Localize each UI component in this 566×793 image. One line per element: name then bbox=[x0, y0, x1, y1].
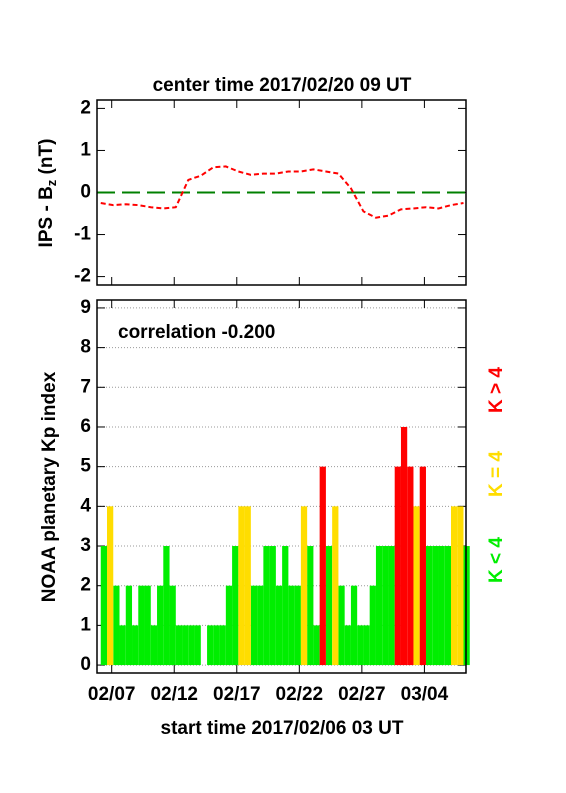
x-tick-label: 03/04 bbox=[401, 684, 449, 705]
legend-entry: K > 4 bbox=[486, 367, 507, 413]
bar bbox=[338, 585, 345, 666]
annotation: correlation -0.200 bbox=[118, 322, 275, 343]
y-tick-label: 9 bbox=[80, 297, 91, 318]
y-tick-label: -2 bbox=[74, 266, 91, 287]
x-axis-label: start time 2017/02/06 03 UT bbox=[161, 718, 404, 739]
bar bbox=[150, 625, 158, 666]
bar bbox=[288, 585, 295, 666]
y-tick-label: 0 bbox=[80, 654, 91, 675]
legend-entry: K = 4 bbox=[486, 451, 507, 497]
chart-title: center time 2017/02/20 09 UT bbox=[153, 75, 412, 96]
bar bbox=[238, 506, 245, 666]
bar bbox=[400, 426, 408, 666]
bar bbox=[169, 585, 176, 666]
bar bbox=[419, 466, 426, 666]
bar bbox=[163, 546, 170, 666]
bar bbox=[188, 625, 195, 666]
bar bbox=[138, 585, 145, 666]
bar bbox=[407, 466, 414, 666]
bar bbox=[244, 506, 251, 666]
bar bbox=[313, 625, 320, 666]
bar bbox=[225, 585, 233, 666]
bar bbox=[182, 625, 189, 666]
bar bbox=[375, 546, 383, 666]
y-tick-label: 2 bbox=[80, 97, 91, 118]
bar bbox=[175, 625, 183, 666]
bar bbox=[432, 546, 439, 666]
bar bbox=[144, 585, 151, 666]
bar bbox=[132, 625, 139, 666]
y-tick-label: 1 bbox=[80, 614, 91, 635]
x-tick-label: 02/07 bbox=[88, 684, 136, 705]
x-tick-label: 02/12 bbox=[150, 684, 198, 705]
bar bbox=[457, 506, 464, 666]
bar bbox=[357, 625, 364, 666]
x-tick-label: 02/17 bbox=[213, 684, 261, 705]
bar bbox=[444, 546, 451, 666]
bar bbox=[350, 585, 358, 666]
y-axis-label: NOAA planetary Kp index bbox=[39, 371, 60, 602]
bar bbox=[425, 546, 433, 666]
bar bbox=[282, 546, 289, 666]
bar bbox=[325, 546, 333, 666]
y-tick-label: 3 bbox=[80, 535, 91, 556]
x-tick-label: 02/22 bbox=[276, 684, 324, 705]
bar bbox=[213, 625, 220, 666]
bar bbox=[263, 546, 270, 666]
bar bbox=[363, 625, 370, 666]
bar bbox=[250, 585, 258, 666]
bar bbox=[450, 506, 458, 666]
bar bbox=[232, 546, 239, 666]
bar bbox=[344, 625, 351, 666]
plot-frame bbox=[96, 299, 467, 674]
bar bbox=[332, 506, 339, 666]
y-tick-label: 6 bbox=[80, 416, 91, 437]
legend-entry: K < 4 bbox=[486, 537, 507, 583]
bar bbox=[394, 466, 401, 666]
y-tick-label: 2 bbox=[80, 575, 91, 596]
y-tick-label: 5 bbox=[80, 456, 91, 477]
bar bbox=[157, 585, 164, 666]
y-tick-label: 0 bbox=[80, 182, 91, 203]
bar bbox=[269, 546, 276, 666]
bar bbox=[107, 506, 114, 666]
bar bbox=[194, 625, 201, 666]
bar bbox=[438, 546, 445, 666]
bar bbox=[388, 546, 395, 666]
bar bbox=[319, 466, 326, 666]
y-axis-label: IPS - Bz (nT) bbox=[36, 139, 59, 248]
bar bbox=[275, 585, 283, 666]
bar bbox=[119, 625, 126, 666]
bar bbox=[300, 506, 308, 666]
bar bbox=[382, 546, 389, 666]
data-line bbox=[100, 165, 464, 219]
y-tick-label: 8 bbox=[80, 337, 91, 358]
bar bbox=[257, 585, 264, 666]
y-tick-label: 7 bbox=[80, 376, 91, 397]
y-tick-label: 4 bbox=[80, 495, 91, 516]
plot-frame bbox=[96, 99, 467, 286]
bar bbox=[219, 625, 226, 666]
y-tick-label: 1 bbox=[80, 139, 91, 160]
bar bbox=[207, 625, 214, 666]
bar bbox=[413, 506, 420, 666]
bar bbox=[100, 546, 108, 666]
bar bbox=[369, 585, 376, 666]
bar bbox=[294, 585, 301, 666]
bar bbox=[113, 585, 120, 666]
y-tick-label: -1 bbox=[74, 224, 91, 245]
x-tick-label: 02/27 bbox=[338, 684, 386, 705]
bar bbox=[307, 546, 314, 666]
bar bbox=[125, 585, 133, 666]
